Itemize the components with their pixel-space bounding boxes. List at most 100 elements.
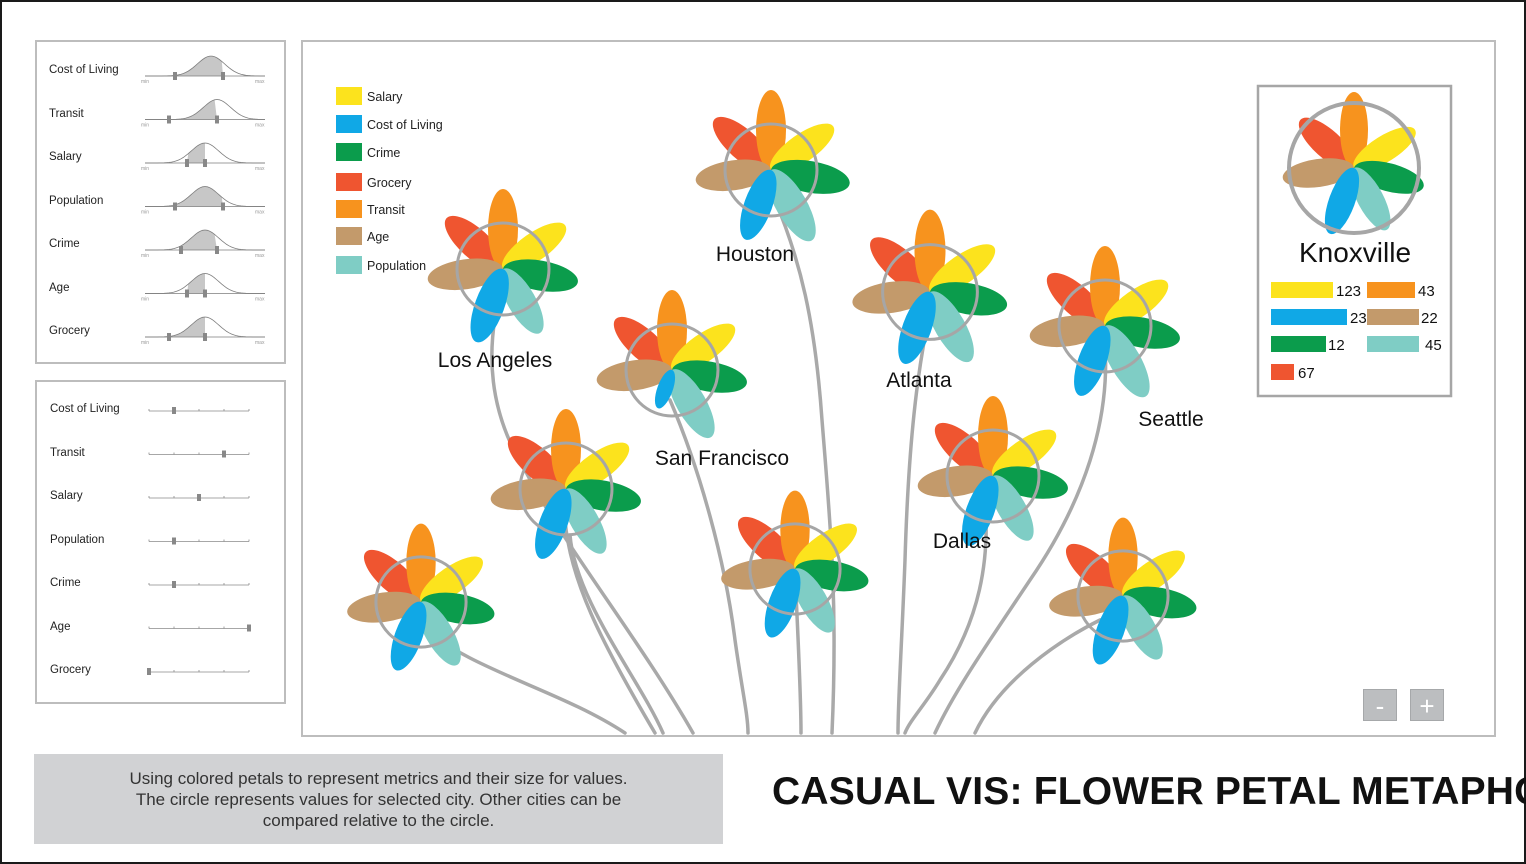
slider-thumb[interactable] — [222, 450, 226, 458]
petal-population — [562, 488, 607, 554]
legend-label: Population — [367, 259, 426, 273]
city-labels-layer: Los Angeles Houston San Francisco Atlanta Da… — [438, 243, 1204, 553]
petal-age — [721, 558, 795, 590]
selected-city-flower — [1282, 92, 1424, 235]
distribution-curve[interactable] — [145, 99, 266, 124]
metric-value-label: 45 — [1425, 337, 1442, 354]
reference-ring — [748, 522, 842, 616]
range-handle[interactable] — [167, 115, 171, 124]
petal-population — [989, 475, 1034, 541]
distribution-curve[interactable] — [145, 316, 265, 341]
petal-transit — [406, 523, 436, 602]
petal-salary — [1353, 126, 1416, 171]
range-handle[interactable] — [167, 333, 171, 341]
legend-item-cost-of-living[interactable]: Cost of Living — [336, 115, 443, 133]
legend-item-transit[interactable]: Transit — [336, 200, 405, 218]
petal-population — [668, 369, 715, 439]
petal-grocery — [613, 316, 674, 373]
petal-salary — [1103, 279, 1169, 329]
flower-stem — [896, 310, 932, 735]
petal-age — [427, 258, 504, 291]
petal-grocery — [1046, 272, 1107, 329]
weight-slider[interactable] — [148, 624, 251, 632]
weight-slider[interactable] — [148, 581, 250, 588]
petal-cost-of-living — [1092, 595, 1129, 665]
distribution-curve[interactable] — [145, 186, 265, 211]
metric-bar — [1271, 364, 1294, 380]
filter-label-6: Grocery — [49, 325, 90, 337]
petal-population — [791, 568, 835, 633]
weight-slider[interactable] — [147, 668, 250, 675]
slider-thumb[interactable] — [172, 581, 176, 588]
petal-salary — [929, 244, 996, 295]
range-handle[interactable] — [215, 246, 219, 254]
petal-cost-of-living — [898, 291, 936, 364]
slider-thumb[interactable] — [197, 494, 201, 501]
reference-ring — [1076, 549, 1170, 643]
range-handle[interactable] — [173, 72, 177, 80]
range-handle[interactable] — [185, 159, 189, 167]
flower-houston[interactable] — [694, 90, 853, 248]
flower-dallas[interactable] — [916, 396, 1071, 550]
weight-slider-panel: Cost of Living Transit Salary Population Cri… — [35, 380, 286, 704]
distribution-curve[interactable] — [145, 273, 265, 298]
range-handle[interactable] — [221, 72, 225, 80]
range-handle[interactable] — [203, 333, 207, 341]
distribution-charts: min max min max min max min max min max min max min m… — [141, 55, 266, 346]
reference-ring — [455, 221, 551, 317]
zoom-out-button[interactable]: - — [1363, 689, 1397, 721]
legend-item-age[interactable]: Age — [336, 227, 389, 245]
weight-slider[interactable] — [148, 450, 250, 458]
flower-stem — [568, 533, 665, 735]
petal-salary — [991, 429, 1057, 479]
petal-salary — [769, 123, 835, 173]
flower-san-francisco[interactable] — [595, 290, 750, 445]
flower-los-angeles[interactable] — [426, 189, 581, 347]
weight-slider[interactable] — [148, 407, 250, 414]
slider-thumb[interactable] — [172, 537, 176, 545]
flower-atlanta[interactable] — [850, 209, 1009, 369]
range-handle[interactable] — [215, 115, 219, 124]
zoom-in-button[interactable]: + — [1410, 689, 1444, 721]
range-handle[interactable] — [185, 289, 189, 298]
flower-unlabeled-3[interactable] — [345, 523, 497, 675]
petal-salary — [670, 323, 736, 373]
range-handle[interactable] — [203, 289, 207, 298]
distribution-curve[interactable] — [145, 55, 265, 80]
legend-item-salary[interactable]: Salary — [336, 87, 403, 105]
slider-thumb[interactable] — [247, 624, 251, 632]
legend-item-grocery[interactable]: Grocery — [336, 173, 412, 191]
distribution-curve[interactable] — [145, 142, 265, 167]
weight-slider[interactable] — [148, 537, 250, 545]
axis-max-label: max — [255, 123, 265, 129]
weight-label-5: Age — [50, 620, 71, 633]
axis-max-label: max — [255, 340, 265, 346]
metric-value-grocery: 67 — [1271, 364, 1315, 382]
range-handle[interactable] — [221, 202, 225, 211]
petal-population — [1119, 595, 1163, 660]
flower-seattle[interactable] — [1028, 246, 1183, 404]
flower-unlabeled-4[interactable] — [1047, 517, 1199, 669]
petal-age — [852, 281, 930, 314]
range-handle[interactable] — [173, 202, 177, 211]
range-handle[interactable] — [179, 246, 183, 254]
flower-unlabeled-1[interactable] — [489, 409, 644, 563]
metric-value-label: 67 — [1298, 365, 1315, 382]
axis-max-label: max — [255, 297, 265, 303]
distribution-curve[interactable] — [145, 229, 265, 254]
slider-thumb[interactable] — [172, 407, 176, 414]
axis-min-label: min — [141, 166, 149, 172]
slider-thumb[interactable] — [147, 668, 151, 675]
legend-item-crime[interactable]: Crime — [336, 143, 400, 161]
petal-population — [417, 601, 461, 666]
legend-item-population[interactable]: Population — [336, 256, 426, 274]
flower-unlabeled-2[interactable] — [719, 490, 871, 642]
reference-ring — [624, 322, 720, 418]
weight-slider[interactable] — [148, 494, 250, 501]
distribution-filter-panel: min max min max min max min max min max min max min m… — [35, 40, 286, 364]
petal-age — [917, 465, 994, 498]
range-handle[interactable] — [203, 159, 207, 167]
petal-transit — [657, 290, 687, 370]
axis-min-label: min — [141, 340, 149, 346]
